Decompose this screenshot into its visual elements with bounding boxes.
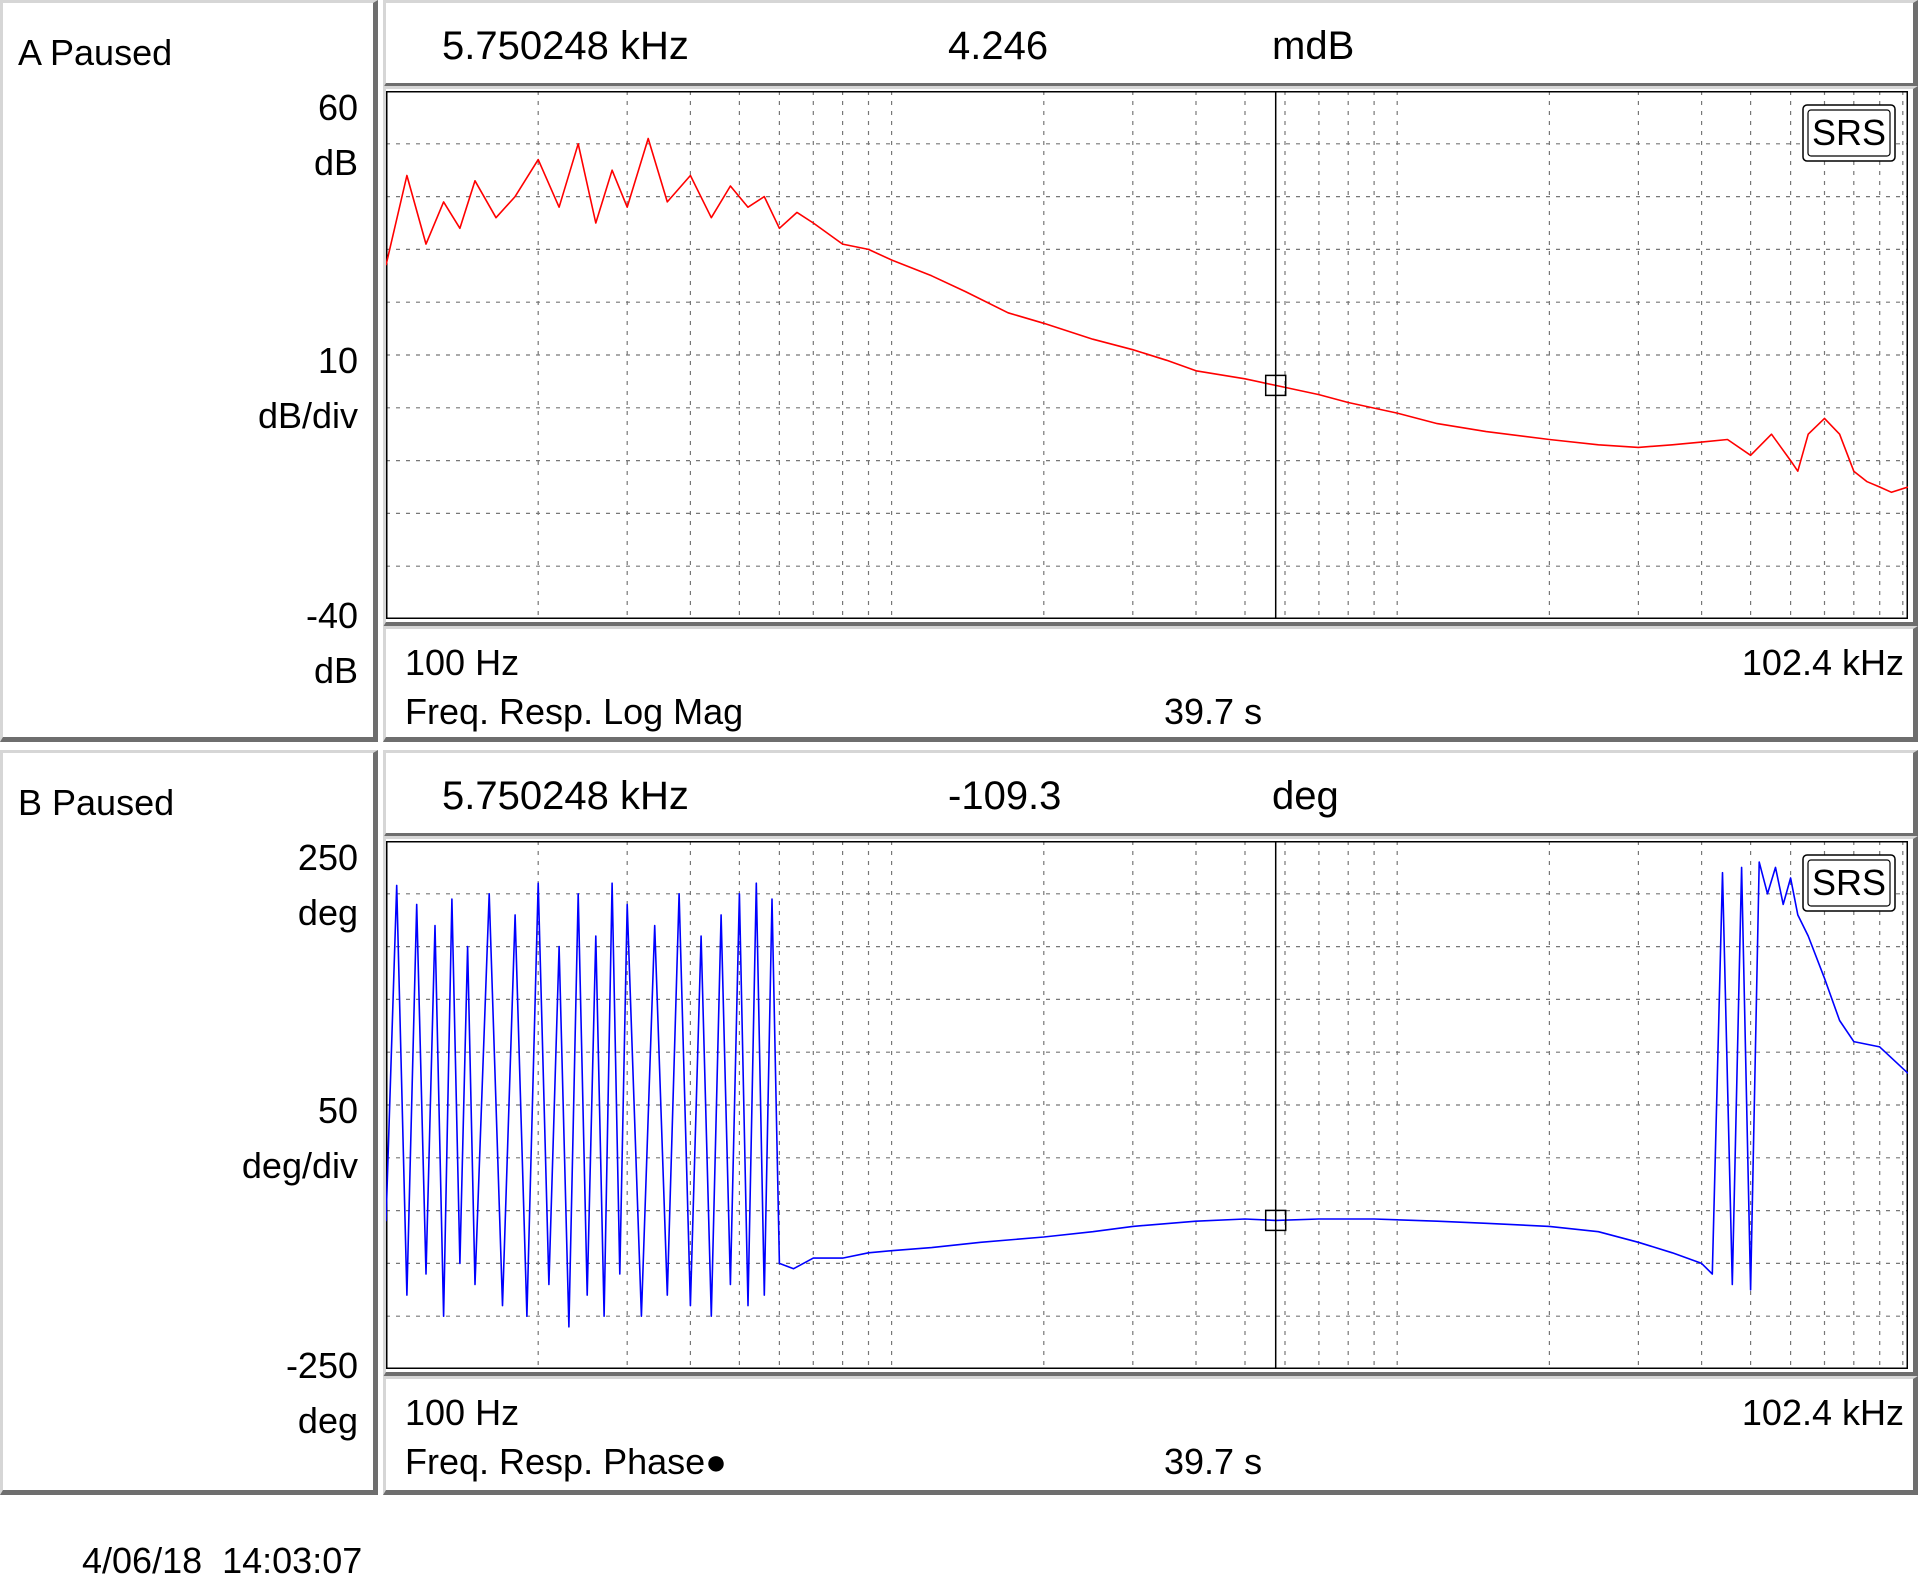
panel-a-y-top-unit: dB (313, 142, 358, 183)
panel-a-y-mid: 10 (317, 340, 358, 381)
srs-logo-icon: SRS (1802, 104, 1896, 162)
panel-b-x-start: 100 Hz (405, 1392, 520, 1433)
panel-a-y-bot: -40 (305, 595, 358, 636)
panel-b-y-mid-unit: deg/div (241, 1145, 358, 1186)
panel-a-footer-box (383, 626, 1918, 742)
panel-b-y-top: 250 (297, 837, 358, 878)
panel-b-status: B Paused (18, 782, 175, 823)
logo-text: SRS (1812, 112, 1886, 153)
panel-b-readout-value: -109.3 (948, 774, 1062, 818)
chart-svg: SRS (386, 841, 1908, 1369)
logo-frame-inner (1807, 859, 1891, 907)
panel-b-chart: SRS (386, 841, 1908, 1369)
panel-a-y-mid-unit: dB/div (257, 395, 358, 436)
grid-lines (386, 841, 1908, 1369)
data-series-line (386, 861, 1908, 1328)
panel-a-x-start: 100 Hz (405, 642, 520, 683)
panel-a-readout-freq: 5.750248 kHz (442, 24, 689, 68)
panel-a-y-bot-unit: dB (313, 650, 358, 691)
panel-b-y-top-unit: deg (297, 892, 358, 933)
grid-lines (386, 91, 1908, 619)
cursor-marker-icon (1264, 374, 1287, 397)
panel-b-footer-box (383, 1376, 1918, 1495)
panel-b-readout-unit: deg (1272, 774, 1339, 818)
panel-b-measurement: Freq. Resp. Phase● (405, 1441, 727, 1482)
data-series-line (386, 137, 1908, 494)
panel-a-time: 39.7 s (1164, 691, 1263, 732)
cursor-marker-icon (1264, 1209, 1287, 1232)
srs-logo-icon: SRS (1802, 854, 1896, 912)
plot-border (386, 91, 1908, 619)
plot-border (386, 841, 1908, 1369)
panel-b-label-box (0, 750, 378, 1495)
panel-a-measurement: Freq. Resp. Log Mag (405, 691, 744, 732)
panel-b-y-mid: 50 (317, 1090, 358, 1131)
panel-b-time: 39.7 s (1164, 1441, 1263, 1482)
panel-a-status: A Paused (18, 32, 173, 73)
panel-a-x-end: 102.4 kHz (1741, 642, 1904, 683)
panel-b-readout-freq: 5.750248 kHz (442, 774, 689, 818)
panel-b-readout-bar (383, 750, 1918, 838)
logo-text: SRS (1812, 862, 1886, 903)
panel-a-label-box (0, 0, 378, 742)
panel-b-y-bot: -250 (285, 1345, 358, 1386)
panel-a-readout-bar (383, 0, 1918, 88)
panel-b-plot-frame (383, 836, 1918, 1377)
logo-frame-inner (1807, 109, 1891, 157)
panel-a-y-top: 60 (317, 87, 358, 128)
chart-svg: SRS (386, 91, 1908, 619)
panel-b-y-bot-unit: deg (297, 1400, 358, 1441)
panel-b-x-end: 102.4 kHz (1741, 1392, 1904, 1433)
panel-a-chart: SRS (386, 91, 1908, 619)
panel-a-readout-value: 4.246 (948, 24, 1049, 68)
panel-a-readout-unit: mdB (1272, 24, 1355, 68)
panel-a-plot-frame (383, 86, 1918, 627)
timestamp: 4/06/18 14:03:07 (82, 1540, 363, 1581)
